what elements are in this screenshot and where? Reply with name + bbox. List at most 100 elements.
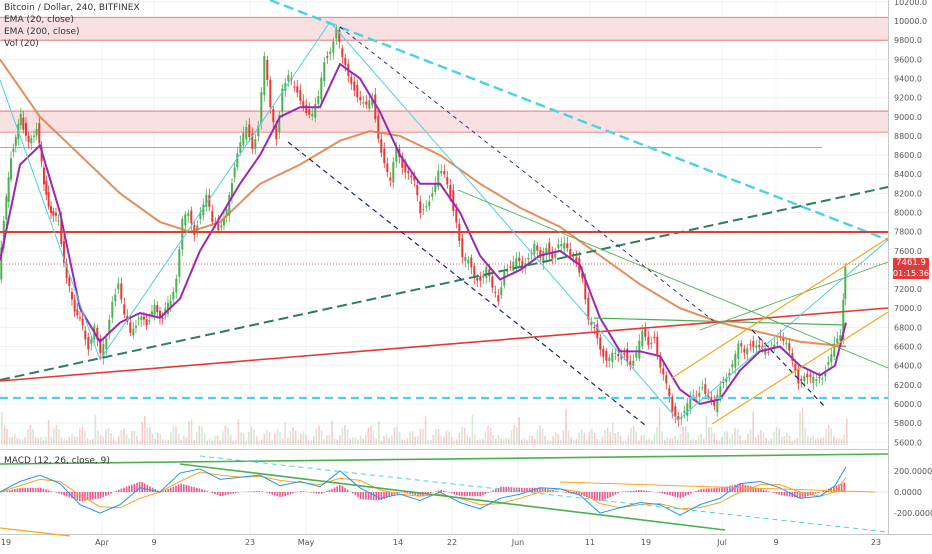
candle-body (755, 346, 757, 348)
macd-histogram-bar (609, 492, 611, 497)
macd-histogram-bar (9, 490, 11, 492)
candle-body (12, 149, 14, 152)
volume-bar (414, 437, 416, 445)
macd-histogram-bar (178, 485, 180, 492)
volume-bar (804, 428, 806, 445)
price-tick-label: 6800.0 (894, 323, 922, 332)
candle-body (554, 253, 556, 257)
volume-bar (115, 441, 117, 445)
volume-bar (30, 425, 32, 445)
volume-bar (604, 430, 606, 445)
volume-bar (11, 436, 13, 445)
macd-histogram-bar (687, 492, 689, 495)
volume-bar (646, 440, 648, 445)
volume-bar (726, 431, 728, 445)
candle-body (356, 85, 358, 97)
candle-body (248, 124, 250, 137)
macd-histogram-bar (48, 490, 50, 492)
symbol-title[interactable]: Bitcoin / Dollar, 240, BITFINEX (4, 2, 140, 14)
volume-bar (732, 434, 734, 445)
candle-body (350, 77, 352, 84)
macd-histogram-bar (274, 492, 276, 495)
candle-body (58, 221, 60, 222)
candle-body (410, 176, 412, 178)
macd-histogram-bar (368, 492, 370, 500)
macd-histogram-bar (147, 485, 149, 492)
macd-histogram-bar (43, 489, 45, 492)
macd-histogram-bar (612, 492, 614, 496)
volume-bar (349, 439, 351, 445)
price-tick-label: 8600.0 (894, 151, 922, 160)
candle-body (506, 271, 508, 272)
macd-histogram-bar (784, 492, 786, 496)
candle-body (479, 276, 481, 281)
macd-title[interactable]: MACD (12, 26, close, 9) (4, 456, 110, 466)
volume-bar (178, 433, 180, 445)
macd-histogram-bar (773, 492, 775, 493)
volume-bar (807, 437, 809, 445)
macd-histogram-bar (518, 488, 520, 492)
time-tick-label: 22 (447, 538, 457, 547)
volume-bar (508, 439, 510, 445)
volume-bar (427, 440, 429, 445)
indicator-ema20[interactable]: EMA (20, close) (4, 14, 140, 26)
candle-body (683, 411, 685, 413)
candle-body (647, 337, 649, 345)
macd-histogram-bar (134, 484, 136, 492)
candle-body (45, 181, 47, 195)
time-tick-label: 9 (151, 538, 156, 547)
candle-body (461, 238, 463, 257)
candle-body (443, 171, 445, 174)
candle-body (650, 343, 652, 345)
volume-bar (524, 438, 526, 445)
macd-histogram-bar (4, 491, 6, 492)
macd-histogram-bar (443, 491, 445, 492)
macd-histogram-bar (711, 488, 713, 492)
price-tick-label: 7800.0 (894, 228, 922, 237)
volume-bar (487, 426, 489, 445)
candle-body (416, 185, 418, 195)
volume-bar (261, 440, 263, 445)
macd-histogram-bar (633, 491, 635, 492)
macd-histogram-bar (97, 492, 99, 499)
volume-bar (321, 430, 323, 445)
candle-body (143, 317, 145, 320)
volume-bar (316, 429, 318, 445)
candle-body (749, 344, 751, 345)
volume-bar (175, 426, 177, 445)
candle-body (190, 211, 192, 224)
candle-body (509, 267, 511, 268)
price-tick-label: 5800.0 (894, 419, 922, 428)
candle-body (15, 137, 17, 146)
macd-histogram-bar (495, 489, 497, 492)
volume-bar (141, 422, 143, 445)
volume-bar (154, 439, 156, 445)
volume-bar (495, 439, 497, 445)
volume-bar (209, 438, 211, 445)
volume-bar (219, 441, 221, 445)
indicator-vol[interactable]: Vol (20) (4, 38, 140, 50)
macd-tick-label: -200.0000 (894, 509, 932, 518)
candle-body (590, 322, 592, 325)
macd-histogram-bar (115, 491, 117, 492)
volume-bar (292, 427, 294, 445)
candle-body (740, 343, 742, 346)
volume-bar (227, 428, 229, 445)
volume-bar (583, 433, 585, 445)
volume-bar (22, 439, 24, 445)
macd-histogram-bar (591, 492, 593, 499)
macd-histogram-bar (399, 492, 401, 493)
indicator-ema200[interactable]: EMA (200, close) (4, 26, 140, 38)
macd-histogram-bar (118, 490, 120, 492)
macd-histogram-bar (318, 492, 320, 494)
candle-body (758, 345, 760, 347)
macd-histogram-bar (347, 490, 349, 492)
macd-histogram-bar (459, 492, 461, 496)
volume-bar (672, 439, 674, 445)
volume-bar (258, 441, 260, 445)
volume-bar (256, 436, 258, 445)
macd-histogram-bar (131, 485, 133, 492)
macd-histogram-bar (45, 489, 47, 492)
